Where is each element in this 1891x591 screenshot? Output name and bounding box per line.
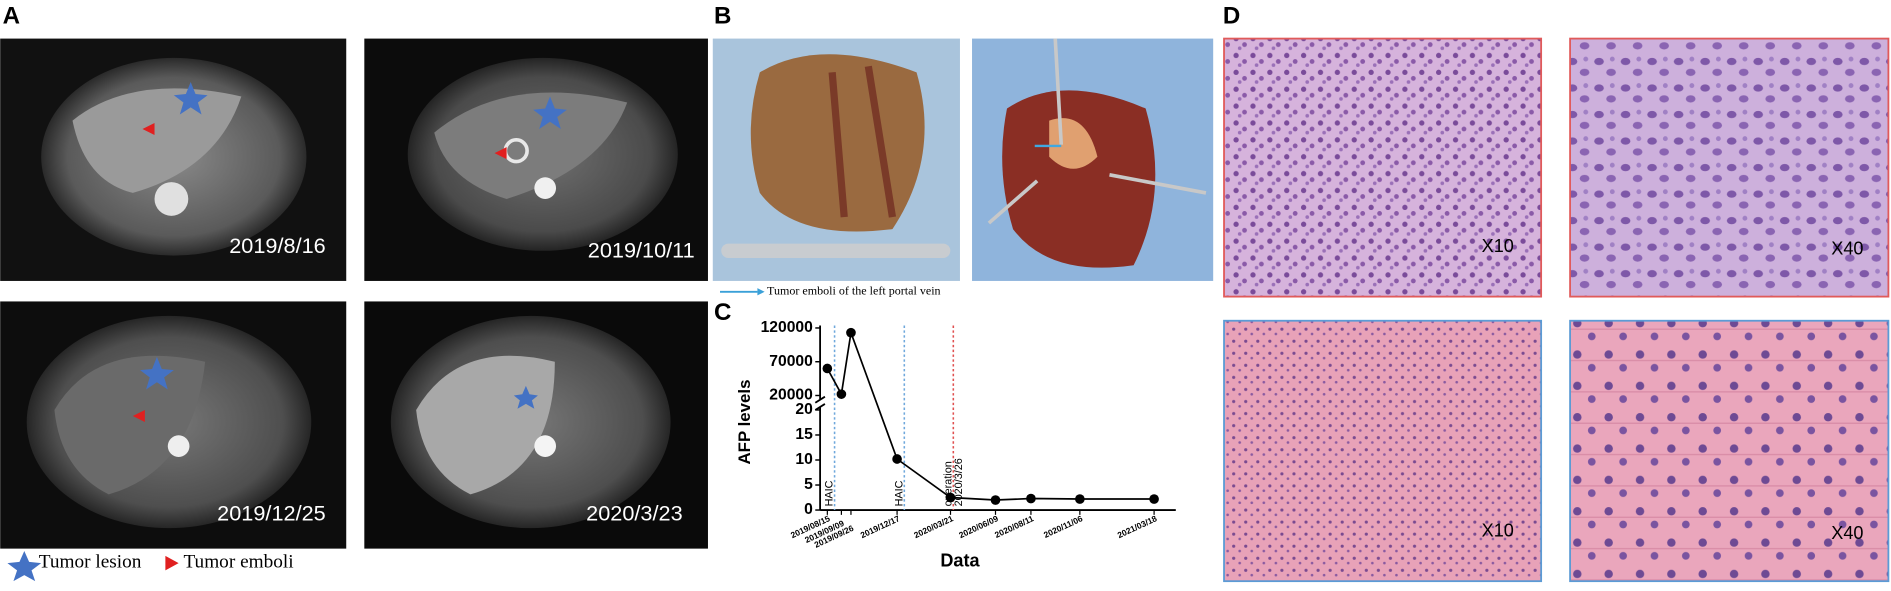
y-tick-label: 10 [795,451,813,468]
axis-break [814,395,826,404]
mri-image: 2019/12/25 [0,301,347,549]
event-date: 2020/3/26 [953,458,965,506]
x-tick-label: 2020/03/21 [912,513,955,540]
magnification: X10 [1482,521,1514,541]
x-tick-label: 2020/06/09 [957,513,1000,540]
magnification: X10 [1482,236,1514,256]
y-tick-label: 70000 [769,353,813,370]
x-tick-label: 2020/08/11 [993,513,1035,540]
data-line [826,332,1155,501]
axis-break [814,403,826,411]
data-point [1075,494,1085,504]
specimen-photo [972,38,1214,281]
data-point [945,492,956,503]
image-date: 2019/8/16 [229,233,325,258]
legend-star [7,551,42,582]
legend-entry: Tumor emboli [183,552,293,573]
event-label: HAIC [893,480,905,506]
ct-image: 2019/8/16 [0,38,347,281]
x-tick-label: 2021/03/18 [1116,513,1159,540]
data-point [990,495,1001,505]
caption: Tumor emboli of the left portal vein [767,284,941,298]
panel-label: B [714,2,731,29]
mri-image: 2019/10/11 [364,38,708,281]
y-tick-label: 20 [795,401,813,418]
data-point [846,327,856,338]
y-tick-label: 120000 [761,319,814,336]
mri-image: 2020/3/23 [364,301,708,549]
image-date: 2019/12/25 [217,501,326,526]
y-axis-label: AFP levels [735,379,754,464]
x-tick-label: 2020/11/06 [1042,513,1084,540]
histology-image: X40 [1569,37,1890,298]
y-tick-label: 20000 [769,387,813,404]
x-tick-label: 2019/12/17 [859,513,902,540]
x-axis-label: Data [940,551,980,571]
event-label: HAIC [824,480,836,506]
specimen-photo [712,38,960,281]
histology-image: X40 [1569,319,1890,583]
caption-arrow [757,288,765,296]
panel-label: D [1223,2,1240,29]
data-point [1026,493,1036,504]
panel-label: C [714,299,731,326]
histology-image: X10 [1223,37,1543,298]
histology-image: X10 [1223,319,1543,583]
magnification: X40 [1831,238,1863,258]
image-date: 2020/3/23 [586,501,682,526]
data-point [1149,494,1159,504]
y-tick-label: 5 [804,476,813,493]
magnification: X40 [1831,523,1863,543]
legend-triangle [165,555,179,571]
data-point [892,454,902,464]
panel-label: A [3,2,20,29]
y-tick-label: 0 [804,501,813,518]
image-date: 2019/10/11 [588,238,695,263]
y-tick-label: 15 [795,426,813,443]
event-label: operation [942,461,954,506]
legend-entry: Tumor lesion [39,552,142,573]
data-point [836,389,847,399]
data-point [822,363,833,374]
